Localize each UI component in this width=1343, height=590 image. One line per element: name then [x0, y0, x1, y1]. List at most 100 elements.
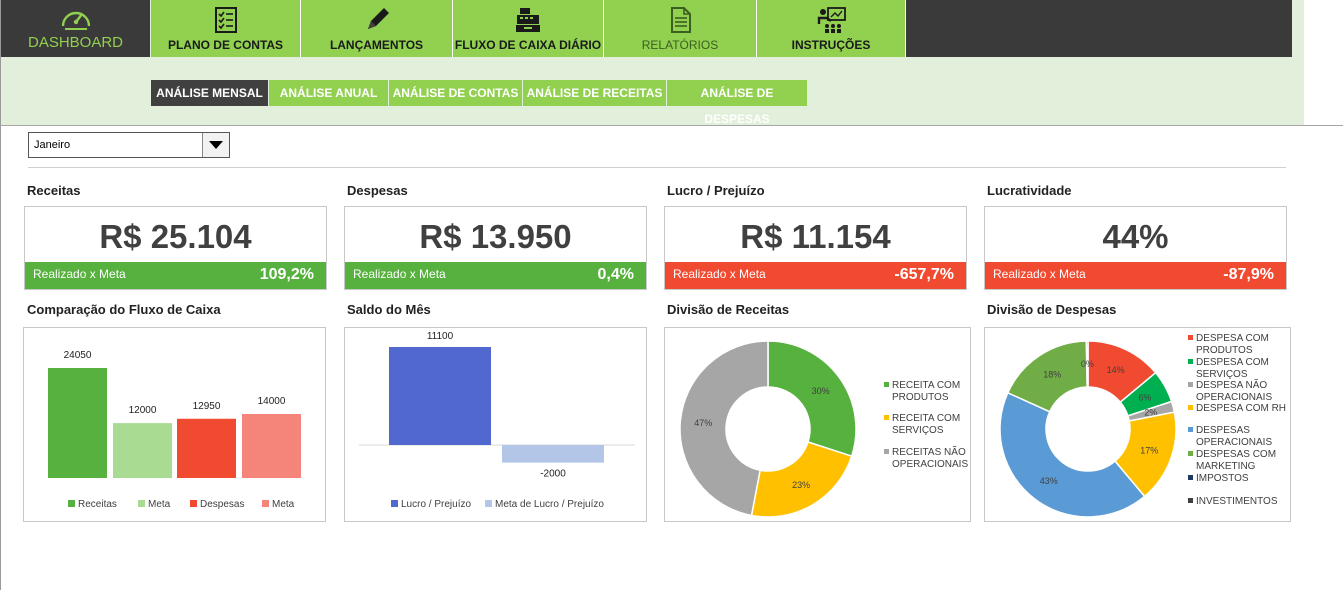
legend-swatch	[1188, 498, 1193, 503]
legend-swatch	[884, 449, 889, 454]
bar	[242, 413, 301, 478]
legend-swatch	[391, 500, 398, 507]
tab-plano-de-contas[interactable]: PLANO DE CONTAS	[151, 0, 301, 57]
document-icon	[671, 7, 691, 33]
speedometer-icon	[61, 11, 91, 30]
slice-label: 2%	[1144, 408, 1157, 418]
kpi-value: R$ 11.154	[740, 218, 891, 255]
data-label: 12000	[129, 405, 157, 416]
dropdown-arrow[interactable]	[202, 133, 229, 157]
cash-register-icon	[516, 8, 540, 32]
menu-filler	[906, 0, 1292, 57]
donut-slice	[1085, 340, 1089, 388]
kpi-status-bar: Realizado x Meta -657,7%	[665, 262, 966, 289]
slice-label: 43%	[1040, 476, 1058, 486]
legend-label: INVESTIMENTOS	[1196, 496, 1278, 507]
legend-label: DESPESA NÃO	[1196, 378, 1267, 391]
kpi-bar-value: 0,4%	[597, 266, 634, 283]
kpi-title-receitas: Receitas	[27, 183, 81, 198]
legend-swatch	[884, 382, 889, 387]
kpi-card-receitas: R$ 25.104 Realizado x Meta 109,2%	[24, 206, 327, 290]
tab-lancamentos[interactable]: LANÇAMENTOS	[301, 0, 453, 57]
legend-label: Receitas	[78, 499, 117, 510]
presentation-icon	[817, 7, 846, 33]
legend-label: IMPOSTOS	[1196, 473, 1249, 484]
legend-swatch	[1188, 382, 1193, 387]
slice-label: 30%	[812, 386, 830, 396]
legend-label: OPERACIONAIS	[892, 459, 968, 470]
cashflow-chart: 24050 12000 12950 14000 Receitas Meta Despesas…	[23, 327, 326, 522]
legend-label: MARKETING	[1196, 461, 1256, 472]
legend-label: Meta	[148, 499, 171, 510]
tab-label: LANÇAMENTOS	[329, 38, 424, 52]
legend-swatch	[1188, 475, 1193, 480]
legend-label: RECEITA COM	[892, 413, 960, 424]
legend-swatch	[262, 500, 269, 507]
tab-label: INSTRUÇÕES	[791, 38, 871, 52]
section-title-income-split: Divisão de Receitas	[667, 302, 790, 317]
kpi-title-despesas: Despesas	[347, 183, 408, 198]
subtab-analise-mensal[interactable]: ANÁLISE MENSAL	[151, 80, 269, 106]
slice-label: 47%	[694, 418, 712, 428]
legend-label: DESPESA COM RH	[1196, 403, 1286, 414]
subtab-analise-de-despesas[interactable]: ANÁLISE DE DESPESAS	[667, 80, 808, 126]
legend-swatch	[485, 500, 492, 507]
data-label: 11100	[427, 331, 454, 342]
kpi-bar-label: Realizado x Meta	[353, 267, 446, 281]
tab-label: FLUXO DE CAIXA DIÁRIO	[454, 38, 602, 52]
bar	[389, 347, 491, 445]
tab-label: PLANO DE CONTAS	[167, 38, 284, 52]
tab-label: RELATÓRIOS	[641, 38, 719, 52]
legend-swatch	[1188, 359, 1193, 364]
legend-label: RECEITA COM	[892, 380, 960, 391]
subtab-analise-de-receitas[interactable]: ANÁLISE DE RECEITAS	[523, 80, 667, 106]
slice-label: 0%	[1081, 359, 1094, 369]
slice-label: 17%	[1140, 446, 1158, 456]
bar	[48, 368, 107, 478]
kpi-card-lucratividade: 44% Realizado x Meta -87,9%	[984, 206, 1287, 290]
legend-label: Lucro / Prejuízo	[401, 499, 471, 510]
filter-divider	[28, 167, 1286, 168]
slice-label: 18%	[1043, 370, 1061, 380]
section-title-expense-split: Divisão de Despesas	[987, 302, 1117, 317]
kpi-bar-label: Realizado x Meta	[33, 267, 126, 281]
legend-label: PRODUTOS	[892, 392, 949, 403]
kpi-bar-label: Realizado x Meta	[993, 267, 1086, 281]
legend-label: PRODUTOS	[1196, 345, 1253, 356]
kpi-status-bar: Realizado x Meta 0,4%	[345, 262, 646, 289]
bar	[502, 445, 604, 463]
legend-label: SERVIÇOS	[892, 425, 944, 436]
donut-slice	[999, 391, 1146, 518]
dashboard-tab[interactable]: DASHBOARD	[1, 0, 150, 57]
balance-chart: 11100 -2000 Lucro / Prejuízo Meta de Lucro …	[344, 327, 647, 522]
legend-label: OPERACIONAIS	[1196, 437, 1272, 448]
month-select[interactable]: Janeiro	[28, 132, 230, 158]
tab-fluxo-de-caixa[interactable]: FLUXO DE CAIXA DIÁRIO	[453, 0, 604, 57]
donut-slice	[750, 441, 853, 518]
header-right-strip	[1304, 0, 1343, 125]
kpi-card-lucro: R$ 11.154 Realizado x Meta -657,7%	[664, 206, 967, 290]
legend-swatch	[1188, 427, 1193, 432]
legend-swatch	[1188, 405, 1193, 410]
kpi-title-lucratividade: Lucratividade	[987, 183, 1072, 198]
kpi-value: R$ 13.950	[419, 218, 572, 255]
subtab-analise-anual[interactable]: ANÁLISE ANUAL	[269, 80, 389, 106]
legend-swatch	[1188, 335, 1193, 340]
income-split-chart: 30% 23% 47% RECEITA COM PRODUTOS RECEITA COM S…	[664, 327, 971, 522]
data-label: 12950	[193, 401, 221, 412]
kpi-title-lucro: Lucro / Prejuízo	[667, 183, 765, 198]
bar	[177, 418, 236, 478]
pencil-icon	[367, 8, 389, 29]
chevron-down-icon	[209, 141, 223, 149]
dashboard-label: DASHBOARD	[27, 34, 124, 51]
legend-label: Meta	[272, 499, 295, 510]
donut-slice	[767, 340, 857, 458]
legend-label: RECEITAS NÃO	[892, 445, 966, 458]
legend-label: Meta de Lucro / Prejuízo	[495, 499, 604, 510]
subtab-analise-de-contas[interactable]: ANÁLISE DE CONTAS	[389, 80, 523, 106]
month-select-value: Janeiro	[34, 139, 71, 151]
tab-relatorios[interactable]: RELATÓRIOS	[604, 0, 757, 57]
expense-split-chart: 14% 6% 2% 17% 43% 18% 0% DESPESA COM PRODUTOS DES…	[984, 327, 1291, 522]
tab-instrucoes[interactable]: INSTRUÇÕES	[757, 0, 906, 57]
legend-label: DESPESAS COM	[1196, 449, 1276, 460]
